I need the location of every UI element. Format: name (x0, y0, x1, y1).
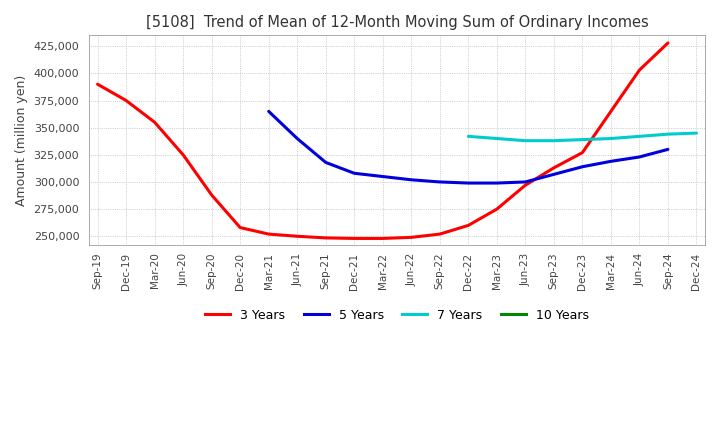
Legend: 3 Years, 5 Years, 7 Years, 10 Years: 3 Years, 5 Years, 7 Years, 10 Years (199, 304, 594, 327)
7 Years (549, 138, 558, 143)
3 Years (464, 223, 472, 228)
3 Years (150, 120, 159, 125)
3 Years (94, 81, 102, 87)
3 Years (407, 235, 415, 240)
7 Years (521, 138, 530, 143)
3 Years (521, 183, 530, 188)
3 Years (293, 234, 302, 239)
5 Years (521, 180, 530, 185)
5 Years (264, 109, 273, 114)
7 Years (635, 134, 644, 139)
5 Years (664, 147, 672, 152)
7 Years (578, 137, 587, 142)
3 Years (578, 150, 587, 155)
7 Years (464, 134, 472, 139)
3 Years (549, 165, 558, 170)
5 Years (549, 172, 558, 177)
3 Years (664, 40, 672, 46)
3 Years (179, 152, 187, 158)
5 Years (635, 154, 644, 160)
5 Years (492, 180, 501, 186)
3 Years (492, 206, 501, 212)
3 Years (350, 236, 359, 241)
3 Years (436, 231, 444, 237)
Title: [5108]  Trend of Mean of 12-Month Moving Sum of Ordinary Incomes: [5108] Trend of Mean of 12-Month Moving … (145, 15, 649, 30)
Line: 5 Years: 5 Years (269, 111, 668, 183)
3 Years (321, 235, 330, 241)
Line: 3 Years: 3 Years (98, 43, 668, 238)
Y-axis label: Amount (million yen): Amount (million yen) (15, 74, 28, 206)
7 Years (492, 136, 501, 141)
5 Years (407, 177, 415, 183)
7 Years (664, 132, 672, 137)
Line: 7 Years: 7 Years (468, 133, 696, 141)
3 Years (606, 109, 615, 114)
3 Years (379, 236, 387, 241)
5 Years (293, 136, 302, 141)
5 Years (606, 159, 615, 164)
3 Years (635, 67, 644, 73)
7 Years (606, 136, 615, 141)
5 Years (578, 164, 587, 169)
7 Years (692, 130, 701, 136)
5 Years (379, 174, 387, 179)
3 Years (236, 225, 245, 230)
5 Years (321, 160, 330, 165)
3 Years (122, 98, 130, 103)
3 Years (207, 192, 216, 198)
5 Years (436, 180, 444, 185)
5 Years (464, 180, 472, 186)
5 Years (350, 171, 359, 176)
3 Years (264, 231, 273, 237)
